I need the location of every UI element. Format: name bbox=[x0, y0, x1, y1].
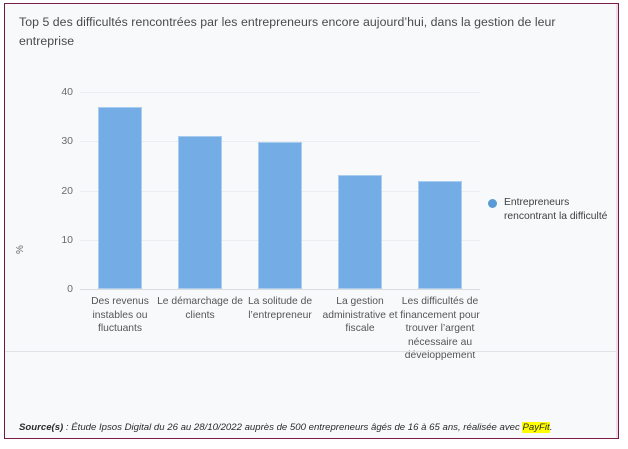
bar[interactable] bbox=[418, 180, 462, 289]
bar-slot bbox=[160, 92, 240, 289]
source-end: . bbox=[549, 422, 553, 433]
chart-card: Top 5 des difficultés rencontrées par le… bbox=[4, 3, 619, 439]
bar-slot bbox=[400, 92, 480, 289]
source-label: Source(s) bbox=[19, 422, 64, 433]
y-axis-tick-label: 0 bbox=[67, 283, 73, 295]
y-axis-tick-label: 20 bbox=[61, 184, 73, 197]
bar-slot bbox=[320, 92, 400, 289]
y-axis-tick-label: 40 bbox=[61, 86, 73, 98]
bar-chart: 0 10 20 30 40 % Des revenus instables ou flu… bbox=[5, 64, 618, 404]
page-title: Top 5 des difficultés rencontrées par le… bbox=[19, 15, 556, 48]
x-axis-line bbox=[80, 289, 480, 290]
source-divider bbox=[5, 351, 618, 352]
y-axis-ticks: 0 10 20 30 40 bbox=[33, 64, 73, 404]
x-axis-category-label: Le démarchage de clients bbox=[157, 296, 243, 321]
bar[interactable] bbox=[98, 107, 142, 289]
bar[interactable] bbox=[258, 141, 302, 289]
x-axis-category-label: Des revenus instables ou fluctuants bbox=[91, 296, 149, 334]
gridline bbox=[80, 92, 480, 93]
bar[interactable] bbox=[338, 175, 382, 289]
y-axis-tick-label: 30 bbox=[61, 135, 73, 148]
x-axis-category-label: La solitude de l’entrepreneur bbox=[247, 296, 313, 321]
legend-label: Entrepreneurs rencontrant la difficulté bbox=[504, 197, 608, 222]
y-axis-tick-label: 10 bbox=[61, 233, 73, 246]
bar-slot bbox=[80, 92, 160, 289]
x-axis-category-label: La gestion administrative et fiscale bbox=[322, 296, 398, 334]
y-axis-title: % bbox=[15, 245, 26, 254]
bar-slot bbox=[240, 92, 320, 289]
source-text: Étude Ipsos Digital du 26 au 28/10/2022 … bbox=[71, 422, 523, 433]
bar[interactable] bbox=[178, 135, 222, 289]
legend[interactable]: Entrepreneurs rencontrant la difficulté bbox=[488, 196, 613, 223]
x-axis-category-label: Les difficultés de financement pour trou… bbox=[400, 296, 480, 361]
legend-marker-icon bbox=[488, 199, 497, 208]
source-highlight-payfit: PayFit bbox=[522, 422, 550, 433]
source-note: Source(s) : Étude Ipsos Digital du 26 au… bbox=[19, 421, 607, 434]
source-separator: : bbox=[63, 422, 72, 433]
